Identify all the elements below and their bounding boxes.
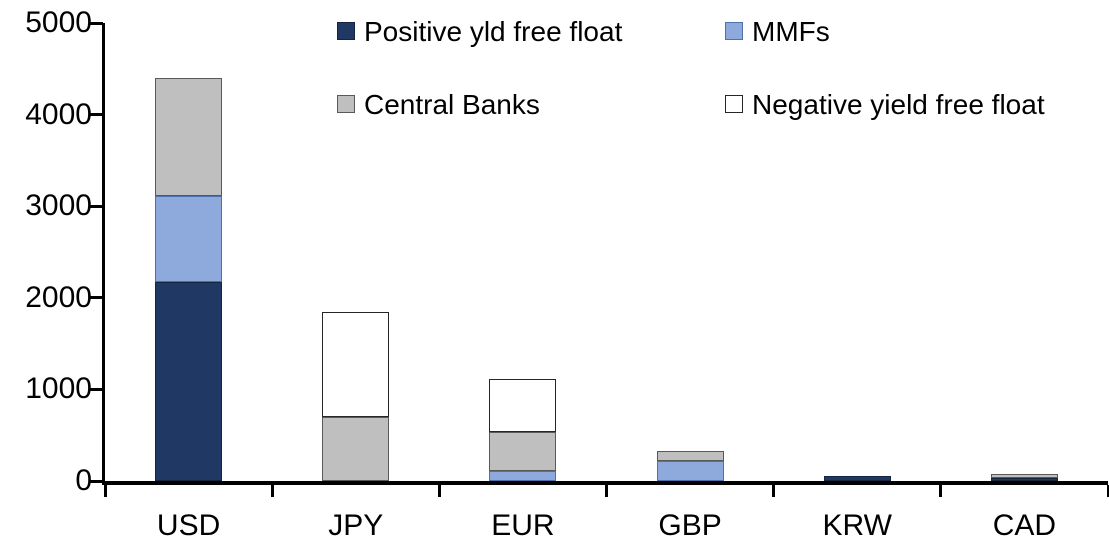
- x-axis-tick: [939, 485, 943, 497]
- y-axis-tick: [89, 21, 103, 25]
- y-axis-tick: [89, 387, 103, 391]
- bar-segment: [990, 478, 1058, 481]
- legend-swatch: [725, 22, 743, 40]
- bar-segment: [155, 195, 223, 283]
- bar-segment: [155, 282, 223, 481]
- legend-label: Central Banks: [364, 89, 540, 120]
- bar-segment: [155, 77, 223, 196]
- bar-segment: [823, 476, 891, 481]
- y-axis-tick: [89, 113, 103, 117]
- plot-area: [102, 23, 1108, 485]
- legend-item: Central Banks: [337, 89, 540, 120]
- bar-segment: [489, 379, 557, 432]
- x-category-label: USD: [156, 509, 221, 542]
- x-category-label: KRW: [822, 509, 892, 542]
- x-axis-tick: [1106, 485, 1109, 497]
- x-axis-tick: [103, 485, 107, 497]
- legend-swatch: [337, 95, 355, 113]
- x-category-label: EUR: [491, 509, 555, 542]
- bar-segment: [656, 450, 724, 462]
- y-axis-tick-label: 3000: [25, 189, 92, 223]
- y-axis-tick-label: 0: [75, 464, 92, 497]
- x-axis-tick: [605, 485, 608, 497]
- legend-item: MMFs: [725, 16, 830, 47]
- x-category-label: GBP: [658, 509, 722, 542]
- legend-label: Negative yield free float: [752, 89, 1045, 120]
- legend-label: Positive yld free float: [364, 16, 623, 47]
- x-axis-tick: [772, 485, 776, 497]
- y-axis-tick: [89, 479, 103, 483]
- y-axis-tick: [89, 204, 103, 208]
- legend-item: Negative yield free float: [725, 89, 1045, 120]
- bar-segment: [322, 311, 390, 417]
- y-axis-tick-label: 1000: [25, 372, 92, 406]
- bar-segment: [489, 431, 557, 472]
- x-axis-tick: [437, 485, 441, 497]
- bar-segment: [322, 416, 390, 481]
- x-category-label: CAD: [992, 509, 1057, 542]
- x-axis-tick: [270, 485, 274, 497]
- y-axis-tick-label: 2000: [25, 280, 92, 314]
- bar-segment: [489, 471, 557, 481]
- y-axis-tick-label: 4000: [25, 97, 92, 131]
- x-category-label: JPY: [328, 509, 384, 542]
- legend-item: Positive yld free float: [337, 16, 623, 47]
- bar-segment: [990, 474, 1058, 479]
- y-axis-tick: [89, 296, 103, 300]
- legend-swatch: [725, 95, 743, 113]
- legend-swatch: [337, 22, 355, 40]
- legend-label: MMFs: [752, 16, 830, 47]
- bar-segment: [656, 461, 724, 481]
- y-axis-tick-label: 5000: [25, 6, 92, 39]
